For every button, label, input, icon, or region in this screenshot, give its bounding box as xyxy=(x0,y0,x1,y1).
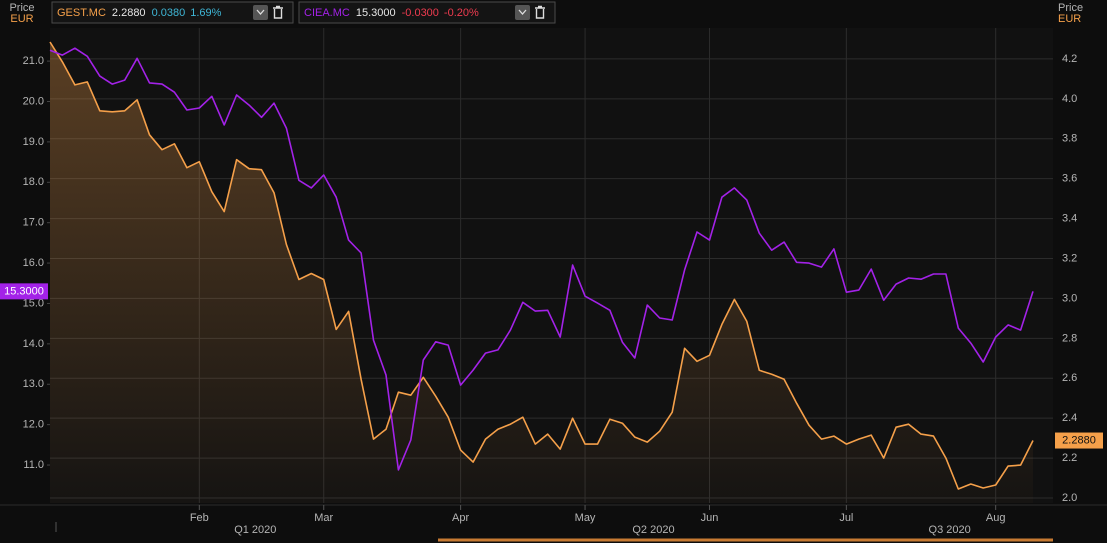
x-tick-label: Apr xyxy=(452,512,469,524)
legend: GEST.MC 2.2880 0.0380 1.69% CIEA.MC 15.3000 -0… xyxy=(51,1,556,24)
marks: 2.2880 15.3000 xyxy=(0,41,1103,503)
y2-tick-label: 2.4 xyxy=(1062,412,1077,424)
y-tick-label: 16.0 xyxy=(23,257,44,269)
x-tick-label: Mar xyxy=(314,512,333,524)
quarter-label: Q3 2020 xyxy=(929,524,971,536)
y2-tick-label: 3.6 xyxy=(1062,173,1077,185)
x-tick-label: Jun xyxy=(701,512,719,524)
dropdown-button[interactable] xyxy=(515,5,530,20)
last-value-tag xyxy=(1055,432,1103,449)
series-line xyxy=(49,47,1034,471)
last-value-label: 15.3000 xyxy=(4,285,44,297)
quarter-label: Q2 2020 xyxy=(632,524,674,536)
last-value-label: 2.2880 xyxy=(1062,434,1096,446)
y2-tick-label: 2.6 xyxy=(1062,372,1077,384)
x-tick-label: Feb xyxy=(190,512,209,524)
x-tick-label: May xyxy=(575,512,596,524)
legend-last-value: 15.3000 xyxy=(356,7,396,19)
legend-series-name[interactable]: GEST.MC xyxy=(57,7,106,19)
delete-icon[interactable] xyxy=(535,5,545,19)
y2-tick-label: 4.0 xyxy=(1062,93,1077,105)
y2-tick-label: 2.2 xyxy=(1062,452,1077,464)
legend-change-pct: -0.20% xyxy=(444,7,479,19)
y2-tick-label: 3.2 xyxy=(1062,252,1077,264)
legend-change: 0.0380 xyxy=(152,7,186,19)
y2-tick-label: 3.0 xyxy=(1062,292,1077,304)
delete-icon[interactable] xyxy=(273,5,283,19)
y2-tick-label: 3.4 xyxy=(1062,213,1077,225)
legend-box xyxy=(51,1,294,24)
legend-last-value: 2.2880 xyxy=(112,7,146,19)
y-axis-title: Price xyxy=(9,2,34,14)
legend-box xyxy=(298,1,556,24)
y2-tick-label: 4.2 xyxy=(1062,53,1077,65)
y-tick-label: 15.0 xyxy=(23,297,44,309)
y-tick-label: 21.0 xyxy=(23,55,44,67)
quarter-label: Q1 2020 xyxy=(234,524,276,536)
legend-series-name[interactable]: CIEA.MC xyxy=(304,7,350,19)
y-tick-label: 14.0 xyxy=(23,338,44,350)
y2-tick-label: 3.8 xyxy=(1062,133,1077,145)
y-tick-label: 17.0 xyxy=(23,217,44,229)
legend-change-pct: 1.69% xyxy=(190,7,221,19)
series-area xyxy=(50,42,1033,503)
y-tick-label: 13.0 xyxy=(23,378,44,390)
y2-tick-label: 2.8 xyxy=(1062,332,1077,344)
y-axis-unit: EUR xyxy=(10,13,33,25)
x-tick-label: Jul xyxy=(839,512,853,524)
x-tick-label: Aug xyxy=(986,512,1006,524)
dropdown-button[interactable] xyxy=(253,5,268,20)
y2-tick-label: 2.0 xyxy=(1062,492,1077,504)
y-tick-label: 19.0 xyxy=(23,136,44,148)
legend-change: -0.0300 xyxy=(402,7,439,19)
y2-axis-unit: EUR xyxy=(1058,13,1081,25)
y-tick-label: 20.0 xyxy=(23,95,44,107)
y-tick-label: 18.0 xyxy=(23,176,44,188)
dropdown-icon xyxy=(256,9,265,15)
series-line xyxy=(49,41,1034,490)
last-value-tag xyxy=(0,283,48,300)
y-tick-label: 12.0 xyxy=(23,419,44,431)
dropdown-icon xyxy=(518,9,527,15)
y2-axis-title: Price xyxy=(1058,2,1083,14)
y-tick-label: 11.0 xyxy=(23,459,44,471)
